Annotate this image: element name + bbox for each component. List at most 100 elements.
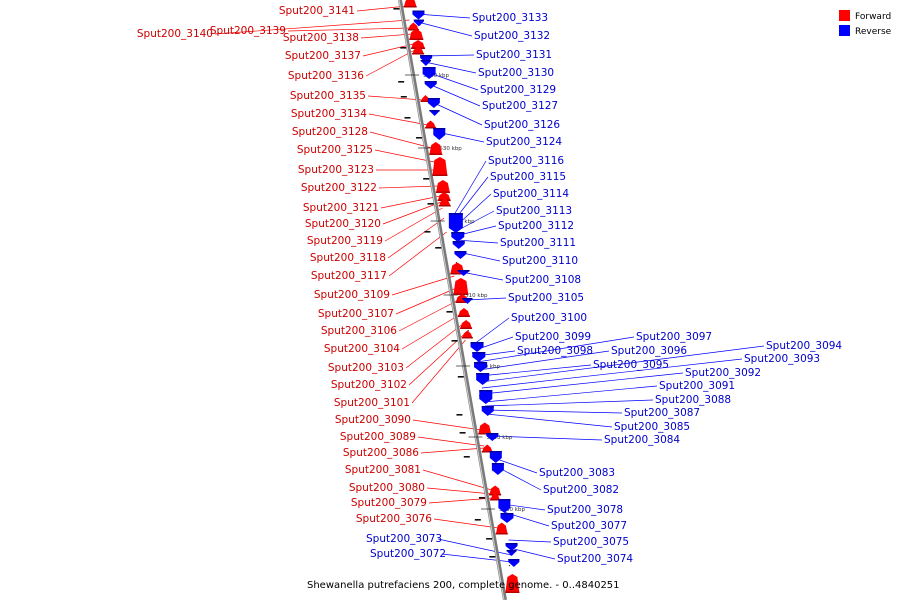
forward-gene-label: Sput200_3140 (137, 28, 213, 40)
forward-gene (409, 29, 424, 40)
reverse-gene (506, 550, 517, 556)
reverse-connector (424, 61, 477, 74)
reverse-gene (481, 406, 494, 416)
forward-connector (401, 313, 462, 350)
forward-gene-label: Sput200_3141 (279, 5, 355, 17)
scale-tick-label: 3540 kbp (423, 73, 449, 79)
gene-labels: Sput200_3141Sput200_3140Sput200_3139Sput… (137, 5, 843, 565)
scale-tick-label: 3500 kbp (474, 364, 500, 370)
forward-gene (429, 142, 443, 155)
scale-tick: 3480 kbp (481, 507, 525, 513)
forward-connector (417, 436, 485, 447)
marker-dot (455, 262, 458, 264)
forward-gene (438, 198, 451, 207)
reverse-gene-label: Sput200_3091 (659, 380, 735, 392)
forward-connector (356, 5, 408, 12)
reverse-gene-label: Sput200_3126 (484, 119, 560, 131)
marker-dash (451, 340, 458, 342)
forward-connector (398, 299, 459, 332)
forward-connector (214, 19, 410, 35)
reverse-connector (416, 13, 471, 19)
scale-tick-label: 3510 kbp (462, 293, 488, 299)
reverse-connector (473, 317, 510, 345)
reverse-gene (427, 98, 440, 108)
forward-connector (388, 231, 447, 277)
forward-connector (380, 195, 441, 209)
forward-connector (408, 333, 465, 386)
forward-gene (412, 46, 425, 55)
forward-connector (384, 207, 443, 242)
forward-connector (367, 95, 424, 101)
marker-dash (474, 519, 481, 521)
forward-gene (461, 330, 473, 339)
forward-gene-label: Sput200_3118 (310, 252, 386, 264)
reverse-connector (426, 71, 479, 91)
marker-dash (459, 432, 466, 434)
reverse-gene (412, 10, 425, 20)
forward-gene-label: Sput200_3086 (343, 447, 419, 459)
backbone-line (398, 0, 507, 600)
reverse-connector (437, 538, 512, 556)
forward-gene (457, 308, 470, 317)
legend-forward-label: Forward (855, 12, 891, 22)
reverse-connector (455, 239, 499, 244)
reverse-gene-label: Sput200_3083 (539, 467, 615, 479)
forward-gene (505, 574, 520, 593)
forward-connector (433, 518, 499, 529)
marker-dash (457, 376, 464, 378)
reverse-connector (428, 83, 481, 107)
forward-gene-label: Sput200_3128 (292, 126, 368, 138)
forward-connector (420, 447, 485, 454)
reverse-gene (454, 251, 467, 259)
backbone-highlight (398, 0, 505, 600)
marker-dash (415, 137, 422, 139)
reverse-gene-label: Sput200_3095 (593, 359, 669, 371)
reverse-gene-label: Sput200_3111 (500, 237, 576, 249)
forward-connector (365, 49, 415, 77)
forward-gene (478, 422, 492, 435)
reverse-gene-label: Sput200_3127 (482, 100, 558, 112)
reverse-gene-label: Sput200_3116 (488, 155, 564, 167)
reverse-gene-label: Sput200_3130 (478, 67, 554, 79)
reverse-gene-label: Sput200_3113 (496, 205, 572, 217)
reverse-gene-label: Sput200_3098 (517, 345, 593, 357)
reverse-connector (477, 336, 635, 363)
forward-gene-label: Sput200_3134 (291, 108, 367, 120)
forward-gene-label: Sput200_3080 (349, 482, 425, 494)
forward-gene-label: Sput200_3102 (331, 379, 407, 391)
forward-gene-label: Sput200_3109 (314, 289, 390, 301)
marker-dash (427, 203, 434, 205)
reverse-gene-label: Sput200_3077 (551, 520, 627, 532)
reverse-gene (505, 543, 518, 551)
forward-gene-label: Sput200_3119 (307, 235, 383, 247)
forward-gene-label: Sput200_3120 (305, 218, 381, 230)
marker-dash (398, 81, 405, 83)
legend-reverse-label: Reverse (855, 27, 892, 37)
scale-tick-label: 3530 kbp (436, 146, 462, 152)
reverse-gene-label: Sput200_3088 (655, 394, 731, 406)
reverse-gene (422, 67, 436, 79)
forward-gene-label: Sput200_3106 (321, 325, 397, 337)
reverse-gene (470, 342, 484, 352)
reverse-gene (479, 390, 493, 404)
reverse-gene-label: Sput200_3129 (480, 84, 556, 96)
reverse-gene (429, 110, 440, 116)
forward-gene-label: Sput200_3079 (351, 497, 427, 509)
forward-connector (378, 185, 439, 189)
reverse-gene-label: Sput200_3084 (604, 434, 680, 446)
reverse-gene (457, 270, 470, 276)
reverse-connector (466, 297, 507, 301)
reverse-connector (423, 54, 475, 57)
reverse-gene (489, 451, 502, 463)
reverse-gene (491, 463, 504, 475)
forward-connector (368, 113, 428, 126)
reverse-gene-label: Sput200_3124 (486, 136, 562, 148)
forward-gene-label: Sput200_3103 (328, 362, 404, 374)
scale-tick: 3530 kbp (417, 146, 462, 152)
reverse-gene-label: Sput200_3133 (472, 12, 548, 24)
forward-gene (435, 180, 450, 193)
reverse-gene (472, 352, 486, 362)
forward-gene (481, 444, 493, 453)
reverse-gene (508, 559, 520, 567)
